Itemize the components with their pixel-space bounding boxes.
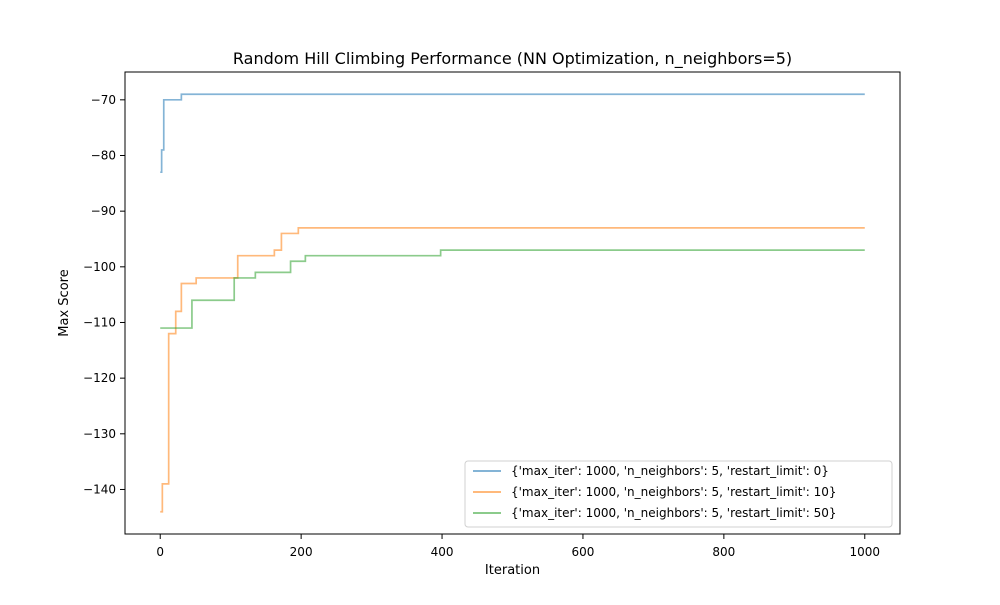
x-tick-label: 0 [156,545,164,559]
x-tick-label: 800 [712,545,735,559]
y-tick-label: −70 [91,93,116,107]
series-line-1 [160,227,865,513]
x-tick-label: 600 [572,545,595,559]
y-tick-label: −140 [83,482,116,496]
legend-label-2: {'max_iter': 1000, 'n_neighbors': 5, 're… [511,506,837,520]
y-axis-ticks: −70 −80 −90 −100 −110 −120 −130 −140 [83,93,125,496]
chart-title: Random Hill Climbing Performance (NN Opt… [233,49,792,69]
series-line-2 [160,249,865,329]
x-tick-label: 400 [431,545,454,559]
legend-label-0: {'max_iter': 1000, 'n_neighbors': 5, 're… [511,464,829,478]
y-tick-label: −80 [91,148,116,162]
y-tick-label: −120 [83,371,116,385]
y-axis-label: Max Score [57,269,72,336]
x-tick-label: 1000 [849,545,880,559]
series-line-0 [160,93,865,174]
legend-box [464,460,893,528]
y-tick-label: −110 [83,315,116,329]
series-lines [160,93,865,513]
y-tick-label: −90 [91,204,116,218]
legend: {'max_iter': 1000, 'n_neighbors': 5, 're… [464,460,893,528]
x-tick-label: 200 [290,545,313,559]
legend-label-1: {'max_iter': 1000, 'n_neighbors': 5, 're… [511,485,837,499]
x-axis-label: Iteration [485,563,540,578]
plot-area [124,71,901,535]
y-tick-label: −130 [83,427,116,441]
x-axis-ticks: 0 200 400 600 800 1000 [156,534,880,559]
y-tick-label: −100 [83,260,116,274]
